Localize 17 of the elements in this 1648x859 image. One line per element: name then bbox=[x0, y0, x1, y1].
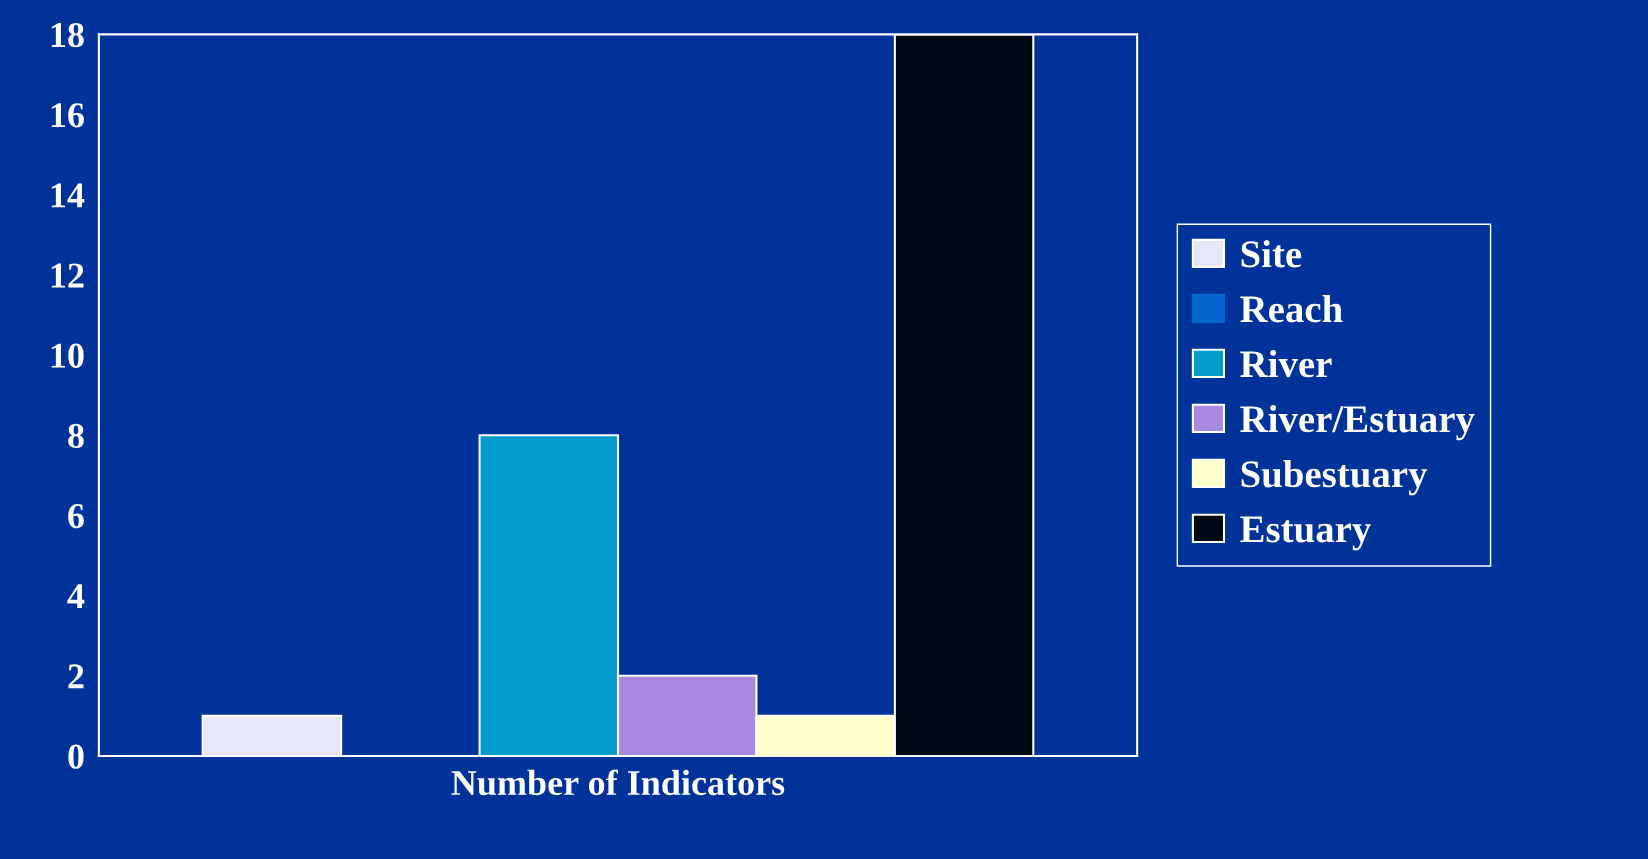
legend-label: Subestuary bbox=[1241, 459, 1428, 496]
x-tick-label: Number of Indicators bbox=[451, 769, 785, 796]
y-tick-label: 2 bbox=[68, 664, 84, 689]
legend-label: Reach bbox=[1240, 295, 1343, 323]
legend-label: Site bbox=[1241, 240, 1302, 268]
y-tick-label: 12 bbox=[51, 263, 84, 288]
legend-label: River bbox=[1240, 349, 1332, 378]
y-tick-label: 18 bbox=[51, 22, 84, 48]
y-tick-label: 14 bbox=[51, 183, 85, 208]
y-tick-label: 4 bbox=[67, 584, 85, 609]
y-tick-label: 16 bbox=[51, 103, 84, 128]
y-tick-label: 10 bbox=[51, 343, 84, 368]
y-tick-label: 8 bbox=[68, 423, 84, 449]
legend-label: Estuary bbox=[1240, 516, 1371, 551]
y-tick-label: 6 bbox=[68, 504, 84, 529]
y-tick-label: 0 bbox=[68, 744, 84, 769]
legend-label: River/Estuary bbox=[1240, 404, 1475, 441]
